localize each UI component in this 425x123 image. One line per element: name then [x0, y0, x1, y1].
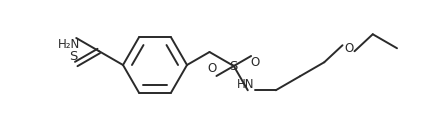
Text: S: S: [230, 60, 238, 72]
Text: O: O: [208, 62, 217, 76]
Text: S: S: [69, 51, 77, 63]
Text: H₂N: H₂N: [58, 38, 80, 52]
Text: O: O: [344, 42, 353, 55]
Text: O: O: [250, 56, 260, 69]
Text: HN: HN: [237, 78, 255, 91]
